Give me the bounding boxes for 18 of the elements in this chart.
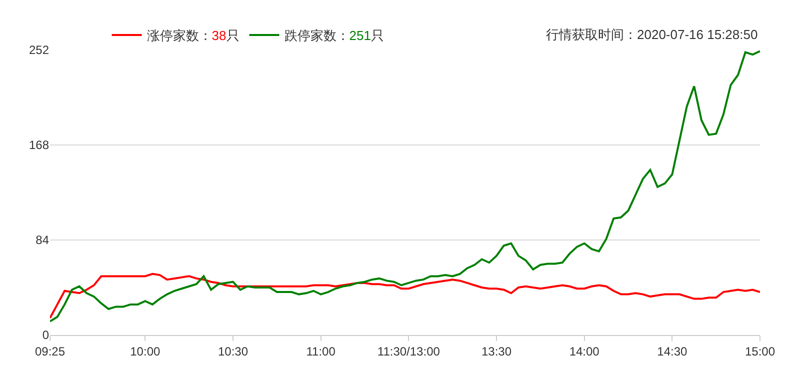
y-tick-label: 252 bbox=[28, 43, 50, 58]
line-series bbox=[50, 50, 760, 322]
y-tick-label: 0 bbox=[42, 328, 50, 342]
x-tick-label: 11:30/13:00 bbox=[377, 344, 440, 358]
x-tick-label: 14:30 bbox=[657, 344, 688, 358]
x-tick-label: 15:00 bbox=[744, 344, 776, 358]
y-tick-label: 84 bbox=[36, 233, 50, 248]
x-tick-label: 11:00 bbox=[306, 344, 336, 358]
x-tick-label: 14:00 bbox=[569, 344, 600, 358]
y-tick-label: 168 bbox=[28, 138, 50, 152]
legend-label: 涨停家数：38只 bbox=[146, 28, 240, 44]
text: 行情获取时间：2020-07-16 15:28:50 bbox=[546, 27, 758, 42]
x-tick-label: 10:00 bbox=[130, 344, 160, 358]
legend-label: 跌停家数：251只 bbox=[284, 28, 384, 44]
x-tick-label: 10:30 bbox=[218, 344, 248, 358]
x-tick-label: 09:25 bbox=[34, 344, 66, 358]
line-series bbox=[50, 272, 760, 320]
x-tick-label: 13:30 bbox=[481, 344, 512, 358]
